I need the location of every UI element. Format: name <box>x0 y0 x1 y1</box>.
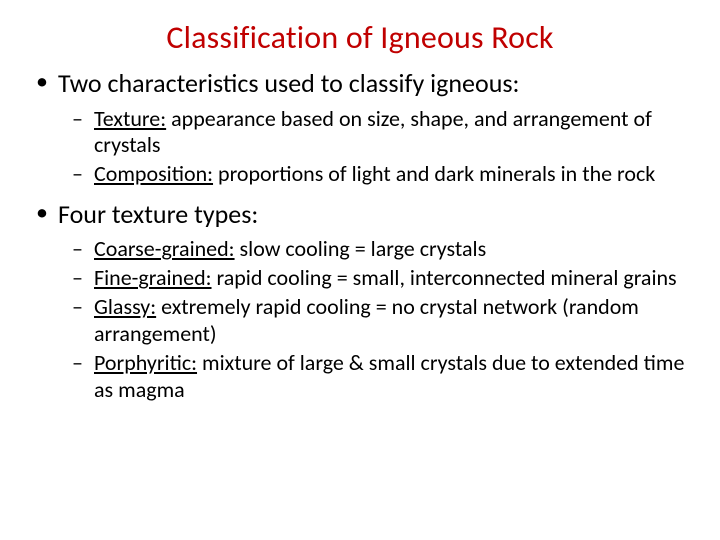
sub-bullet-item: Texture: appearance based on size, shape… <box>94 106 690 160</box>
sub-bullet-item: Porphyritic: mixture of large & small cr… <box>94 350 690 404</box>
bullet-text: Two characteristics used to classify ign… <box>58 67 519 99</box>
sub-bullet-term: Coarse-grained: <box>94 235 235 262</box>
bullet-item: Four texture types: Coarse-grained: slow… <box>58 198 690 403</box>
sub-bullet-term: Fine-grained: <box>94 264 212 291</box>
sub-bullet-rest: extremely rapid cooling = no crystal net… <box>94 293 639 347</box>
sub-bullet-rest: slow cooling = large crystals <box>235 235 487 262</box>
bullet-item: Two characteristics used to classify ign… <box>58 67 690 188</box>
sub-bullet-item: Glassy: extremely rapid cooling = no cry… <box>94 294 690 348</box>
slide: Classification of Igneous Rock Two chara… <box>0 0 720 540</box>
bullet-list: Two characteristics used to classify ign… <box>30 67 690 403</box>
bullet-text: Four texture types: <box>58 198 258 230</box>
sub-bullet-item: Composition: proportions of light and da… <box>94 161 690 188</box>
sub-bullet-term: Glassy: <box>94 293 156 320</box>
sub-bullet-list: Coarse-grained: slow cooling = large cry… <box>58 236 690 403</box>
sub-bullet-term: Composition: <box>94 160 213 187</box>
sub-bullet-rest: proportions of light and dark minerals i… <box>213 160 655 187</box>
sub-bullet-rest: rapid cooling = small, interconnected mi… <box>212 264 677 291</box>
sub-bullet-item: Coarse-grained: slow cooling = large cry… <box>94 236 690 263</box>
sub-bullet-list: Texture: appearance based on size, shape… <box>58 106 690 188</box>
sub-bullet-rest: appearance based on size, shape, and arr… <box>94 105 652 159</box>
sub-bullet-term: Porphyritic: <box>94 349 197 376</box>
sub-bullet-item: Fine-grained: rapid cooling = small, int… <box>94 265 690 292</box>
sub-bullet-term: Texture: <box>94 105 166 132</box>
slide-title: Classification of Igneous Rock <box>30 18 690 57</box>
